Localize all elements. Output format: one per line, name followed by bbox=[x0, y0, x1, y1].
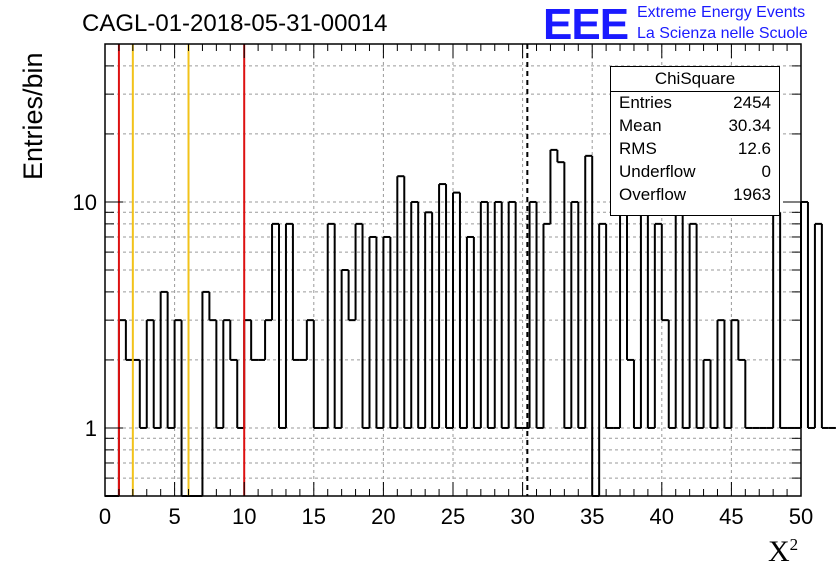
stats-title: ChiSquare bbox=[654, 69, 736, 88]
stat-name: Mean bbox=[619, 116, 662, 135]
stat-row-entries: Entries 2454 bbox=[619, 93, 771, 115]
stat-name: Underflow bbox=[619, 162, 696, 181]
x-tick-label: 20 bbox=[371, 504, 395, 529]
x-tick-label: 35 bbox=[580, 504, 604, 529]
x-axis-label-superscript: 2 bbox=[789, 535, 799, 554]
x-tick-label: 25 bbox=[441, 504, 465, 529]
logo-line2: La Scienza nelle Scuole bbox=[637, 25, 808, 42]
stat-name: Overflow bbox=[619, 185, 687, 204]
stat-value: 2454 bbox=[733, 93, 771, 112]
plot-title: CAGL-01-2018-05-31-00014 bbox=[82, 10, 388, 37]
stat-row-rms: RMS 12.6 bbox=[619, 139, 771, 161]
y-tick-label: 10 bbox=[73, 190, 97, 215]
x-tick-label: 50 bbox=[789, 504, 813, 529]
stat-row-overflow: Overflow 1963 bbox=[619, 185, 771, 207]
stat-name: RMS bbox=[619, 139, 657, 158]
x-tick-label: 10 bbox=[232, 504, 256, 529]
y-tick-label: 1 bbox=[85, 416, 97, 441]
stat-value: 0 bbox=[761, 162, 771, 181]
stats-box: ChiSquare Entries 2454 Mean 30.34 RMS 12… bbox=[610, 66, 780, 216]
x-tick-label: 45 bbox=[719, 504, 743, 529]
x-axis-label: X2 bbox=[768, 535, 798, 569]
stat-value: 12.6 bbox=[737, 139, 771, 158]
stat-value: 1963 bbox=[733, 185, 771, 204]
x-tick-label: 30 bbox=[510, 504, 534, 529]
x-tick-label: 15 bbox=[302, 504, 326, 529]
axis-ticks: 0 5 10 15 20 25 30 35 40 45 50 1 10 bbox=[73, 44, 813, 529]
stat-value: 30.34 bbox=[728, 116, 771, 135]
x-tick-label: 5 bbox=[168, 504, 180, 529]
stats-divider bbox=[611, 91, 779, 92]
eee-logo: EEE Extreme Energy Events La Scienza nel… bbox=[543, 2, 833, 48]
stat-name: Entries bbox=[619, 93, 672, 112]
reference-lines bbox=[117, 44, 529, 496]
logo-line1: Extreme Energy Events bbox=[637, 4, 806, 21]
x-axis-label-base: X bbox=[768, 535, 790, 568]
stat-row-mean: Mean 30.34 bbox=[619, 116, 771, 138]
x-tick-label: 0 bbox=[99, 504, 111, 529]
stat-row-underflow: Underflow 0 bbox=[619, 162, 771, 184]
x-tick-label: 40 bbox=[650, 504, 674, 529]
logo-mark: EEE bbox=[543, 0, 629, 49]
